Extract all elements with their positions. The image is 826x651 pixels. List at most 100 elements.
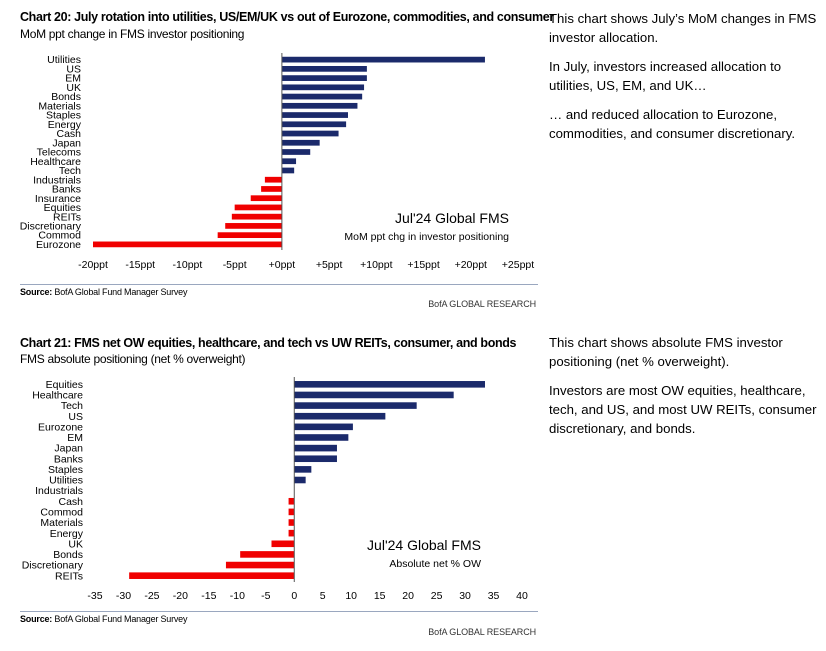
commentary-chart-21: This chart shows absolute FMS investor p…: [549, 333, 819, 448]
category-label: Eurozone: [38, 421, 83, 433]
x-tick-label: 15: [374, 590, 386, 602]
bar-bonds: [281, 93, 363, 100]
category-label: Industrials: [33, 174, 81, 186]
x-tick-label: 25: [431, 590, 443, 602]
bar-equities: [294, 381, 485, 388]
bar-cash: [281, 130, 339, 137]
category-label: Tech: [59, 165, 81, 177]
category-label: Banks: [54, 453, 83, 465]
chart-title: Chart 21: FMS net OW equities, healthcar…: [20, 336, 517, 350]
category-label: Discretionary: [22, 560, 84, 572]
category-label: Commod: [38, 230, 81, 242]
bar-banks: [294, 455, 337, 463]
category-label: Utilities: [49, 475, 83, 487]
chart-subtitle: MoM ppt change in FMS investor positioni…: [20, 27, 245, 41]
bar-healthcare: [281, 158, 297, 165]
source-note: Source: BofA Global Fund Manager Survey: [20, 614, 187, 624]
bar-uk: [281, 84, 365, 91]
commentary-chart-20: This chart shows July’s MoM changes in F…: [549, 9, 819, 153]
category-label: Bonds: [51, 91, 81, 103]
x-tick-label: +15ppt: [407, 259, 439, 271]
chart-21-panel: Chart 21: FMS net OW equities, healthcar…: [0, 325, 540, 651]
research-credit: BofA GLOBAL RESEARCH: [428, 627, 536, 637]
category-label: US: [66, 63, 81, 75]
bar-bonds: [240, 551, 295, 558]
bar-japan: [281, 139, 320, 146]
bar-commod: [217, 232, 282, 239]
category-label: Staples: [48, 464, 83, 476]
bar-equities: [234, 204, 282, 211]
bar-staples: [281, 112, 348, 118]
bar-em: [294, 434, 349, 441]
x-tick-label: -5: [261, 590, 270, 602]
category-label: Japan: [52, 137, 81, 149]
commentary-paragraph: … and reduced allocation to Eurozone, co…: [549, 107, 796, 141]
x-tick-label: +0ppt: [269, 259, 296, 271]
x-tick-label: 40: [516, 590, 528, 602]
commentary-paragraph: This chart shows absolute FMS investor p…: [549, 335, 783, 369]
category-label: Bonds: [53, 549, 83, 561]
x-tick-label: -20ppt: [78, 259, 108, 271]
category-label: Telecoms: [37, 147, 81, 159]
bar-discretionary: [225, 561, 295, 569]
category-label: EM: [67, 432, 83, 444]
chart-title: Chart 20: July rotation into utilities, …: [20, 10, 554, 24]
bar-tech: [281, 167, 295, 174]
annotation-subtitle: Absolute net % OW: [389, 558, 481, 570]
source-divider: [20, 611, 538, 612]
bar-eurozone: [93, 241, 282, 248]
x-tick-label: -10ppt: [173, 259, 203, 271]
category-label: Industrials: [35, 485, 83, 497]
bar-discretionary: [225, 223, 282, 229]
x-tick-label: 35: [488, 590, 500, 602]
category-label: Cash: [56, 128, 81, 140]
category-label: UK: [66, 82, 81, 94]
category-label: EM: [65, 73, 81, 85]
annotation-title: Jul'24 Global FMS: [367, 537, 481, 553]
bar-us: [281, 65, 367, 72]
annotation-subtitle: MoM ppt chg in investor positioning: [344, 231, 509, 243]
bar-reits: [231, 213, 282, 220]
category-label: Healthcare: [30, 156, 81, 168]
bar-industrials: [264, 176, 282, 183]
category-label: Discretionary: [20, 221, 82, 233]
bar-staples: [294, 466, 312, 473]
source-divider: [20, 284, 538, 285]
category-label: Japan: [54, 443, 83, 455]
bar-cash: [288, 497, 295, 505]
bar-telecoms: [281, 149, 311, 155]
bar-banks: [261, 186, 282, 192]
category-label: Eurozone: [36, 239, 81, 251]
chart-21-plot: EquitiesHealthcareTechUSEurozoneEMJapanB…: [22, 377, 528, 602]
x-tick-label: 5: [320, 590, 326, 602]
x-tick-label: -5ppt: [223, 259, 247, 271]
bar-materials: [281, 102, 358, 109]
commentary-paragraph: In July, investors increased allocation …: [549, 59, 782, 93]
category-label: Tech: [61, 400, 83, 412]
research-credit: BofA GLOBAL RESEARCH: [428, 299, 536, 309]
bar-japan: [294, 444, 337, 452]
bar-utilities: [281, 56, 485, 63]
x-tick-label: -10: [230, 590, 245, 602]
x-tick-label: +20ppt: [455, 259, 487, 271]
chart-subtitle: FMS absolute positioning (net % overweig…: [20, 352, 246, 366]
category-label: Commod: [40, 506, 83, 518]
bar-commod: [288, 508, 295, 516]
annotation-title: Jul'24 Global FMS: [395, 210, 509, 226]
source-label: Source:: [20, 287, 53, 297]
bar-healthcare: [294, 391, 454, 399]
x-tick-label: +5ppt: [316, 259, 343, 271]
x-tick-label: 20: [402, 590, 414, 602]
category-label: Cash: [58, 496, 83, 508]
x-tick-label: -30: [116, 590, 131, 602]
x-tick-label: 30: [459, 590, 471, 602]
category-label: Staples: [46, 110, 81, 122]
commentary-paragraph: This chart shows July’s MoM changes in F…: [549, 11, 817, 45]
x-tick-label: 0: [291, 590, 297, 602]
bar-materials: [288, 519, 295, 526]
x-tick-label: +25ppt: [502, 259, 534, 271]
x-tick-label: -15ppt: [125, 259, 155, 271]
bar-uk: [271, 540, 295, 548]
category-label: UK: [68, 538, 83, 550]
source-text: BofA Global Fund Manager Survey: [52, 614, 188, 624]
